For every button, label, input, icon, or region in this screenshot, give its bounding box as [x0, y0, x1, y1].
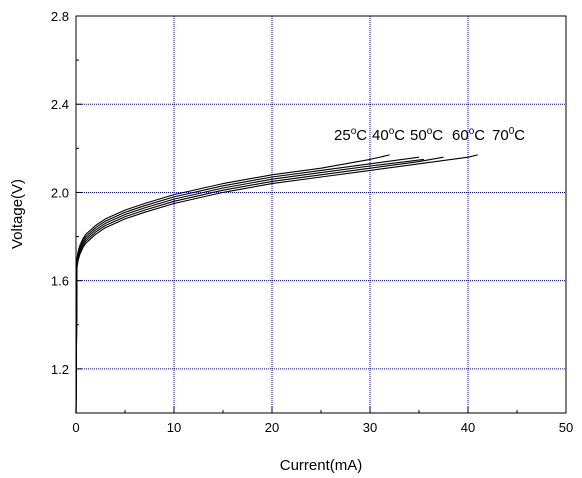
- y-axis-label: Voltage(V): [9, 179, 26, 249]
- x-tick-label: 20: [265, 420, 279, 435]
- series-line-70c: [75, 154, 478, 414]
- series-line-50c: [75, 158, 424, 414]
- x-tick-label: 50: [559, 420, 573, 435]
- x-tick-label: 30: [363, 420, 377, 435]
- plot-frame: [75, 15, 567, 414]
- series-line-40c: [75, 156, 420, 414]
- y-tick-label: 1.2: [51, 362, 69, 377]
- series-label-70c: 700C: [492, 126, 525, 144]
- series-label-25c: 25oC: [334, 126, 367, 144]
- x-tick-label: 0: [72, 420, 79, 435]
- axis-ticks: 0 10 20 30 40 50 1.2 1.6 2.0 2.4 2.8: [51, 9, 573, 435]
- x-tick-label: 10: [167, 420, 181, 435]
- series-label-60c: 60oC: [452, 126, 485, 144]
- series-label-50c: 50oC: [410, 126, 443, 144]
- x-axis-label: Current(mA): [280, 457, 363, 474]
- grid-lines: [76, 16, 566, 413]
- x-tick-label: 40: [461, 420, 475, 435]
- y-tick-label: 2.4: [51, 97, 69, 112]
- series-label-40c: 40oC: [372, 126, 405, 144]
- series-line-60c: [75, 156, 444, 414]
- y-tick-label: 2.0: [51, 185, 69, 200]
- series-line-25c: [75, 154, 390, 414]
- y-tick-label: 2.8: [51, 9, 69, 24]
- y-tick-label: 1.6: [51, 274, 69, 289]
- series-lines: [75, 154, 478, 414]
